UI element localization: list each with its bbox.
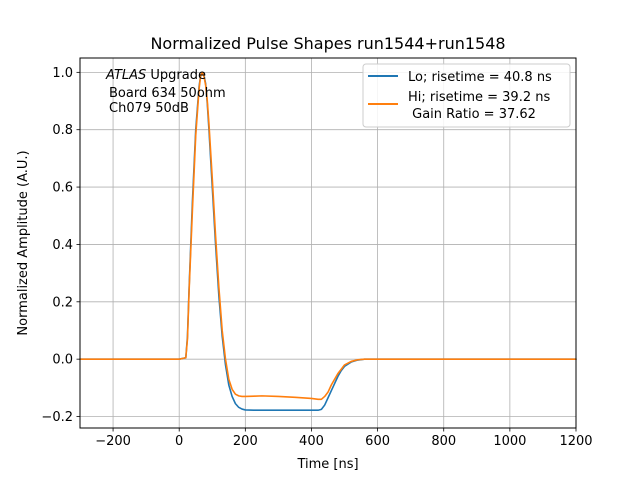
- chart-title: Normalized Pulse Shapes run1544+run1548: [150, 34, 505, 53]
- y-tick-label: 0.8: [52, 123, 73, 138]
- legend-label-hi-gain: Gain Ratio = 37.62: [408, 107, 536, 122]
- y-tick-label: 0.6: [52, 181, 73, 196]
- x-tick-label: 800: [431, 434, 456, 449]
- x-tick-label: 200: [233, 434, 258, 449]
- x-tick-label: 600: [365, 434, 390, 449]
- annotation: ATLAS Upgrade Board 634 50ohm Ch079 50dB: [105, 68, 226, 116]
- legend-box: [362, 63, 571, 128]
- y-tick-label: 0.2: [52, 295, 73, 310]
- ticks: −200 0 200 400 600 800 1000 1200 −0.2 0.0 0.2 0.4 0.…: [41, 66, 592, 449]
- annotation-atlas: ATLAS: [105, 68, 146, 83]
- x-tick-label: 1000: [493, 434, 526, 449]
- plot-frame: [79, 57, 577, 429]
- legend: Lo; risetime = 40.8 ns Hi; risetime = 39…: [362, 63, 571, 128]
- x-axis-label: Time [ns]: [296, 457, 358, 472]
- x-tick-label: 0: [175, 434, 183, 449]
- y-tick-label: −0.2: [41, 410, 73, 425]
- annotation-line3: Ch079 50dB: [109, 101, 189, 116]
- y-tick-label: 0.0: [52, 353, 73, 368]
- x-tick-label: 400: [299, 434, 324, 449]
- series-line-hi: [79, 71, 577, 401]
- annotation-line1: ATLAS Upgrade: [105, 68, 206, 83]
- series-layer: [79, 71, 577, 412]
- y-tick-label: 1.0: [52, 66, 73, 81]
- y-tick-label: 0.4: [52, 238, 73, 253]
- x-tick-label: 1200: [559, 434, 592, 449]
- x-tick-label: −200: [95, 434, 131, 449]
- y-axis-label: Normalized Amplitude (A.U.): [16, 150, 31, 335]
- annotation-line2: Board 634 50ohm: [109, 86, 226, 101]
- annotation-upgrade: Upgrade: [146, 68, 206, 83]
- legend-label-lo: Lo; risetime = 40.8 ns: [408, 70, 552, 85]
- legend-label-hi: Hi; risetime = 39.2 ns: [408, 90, 550, 105]
